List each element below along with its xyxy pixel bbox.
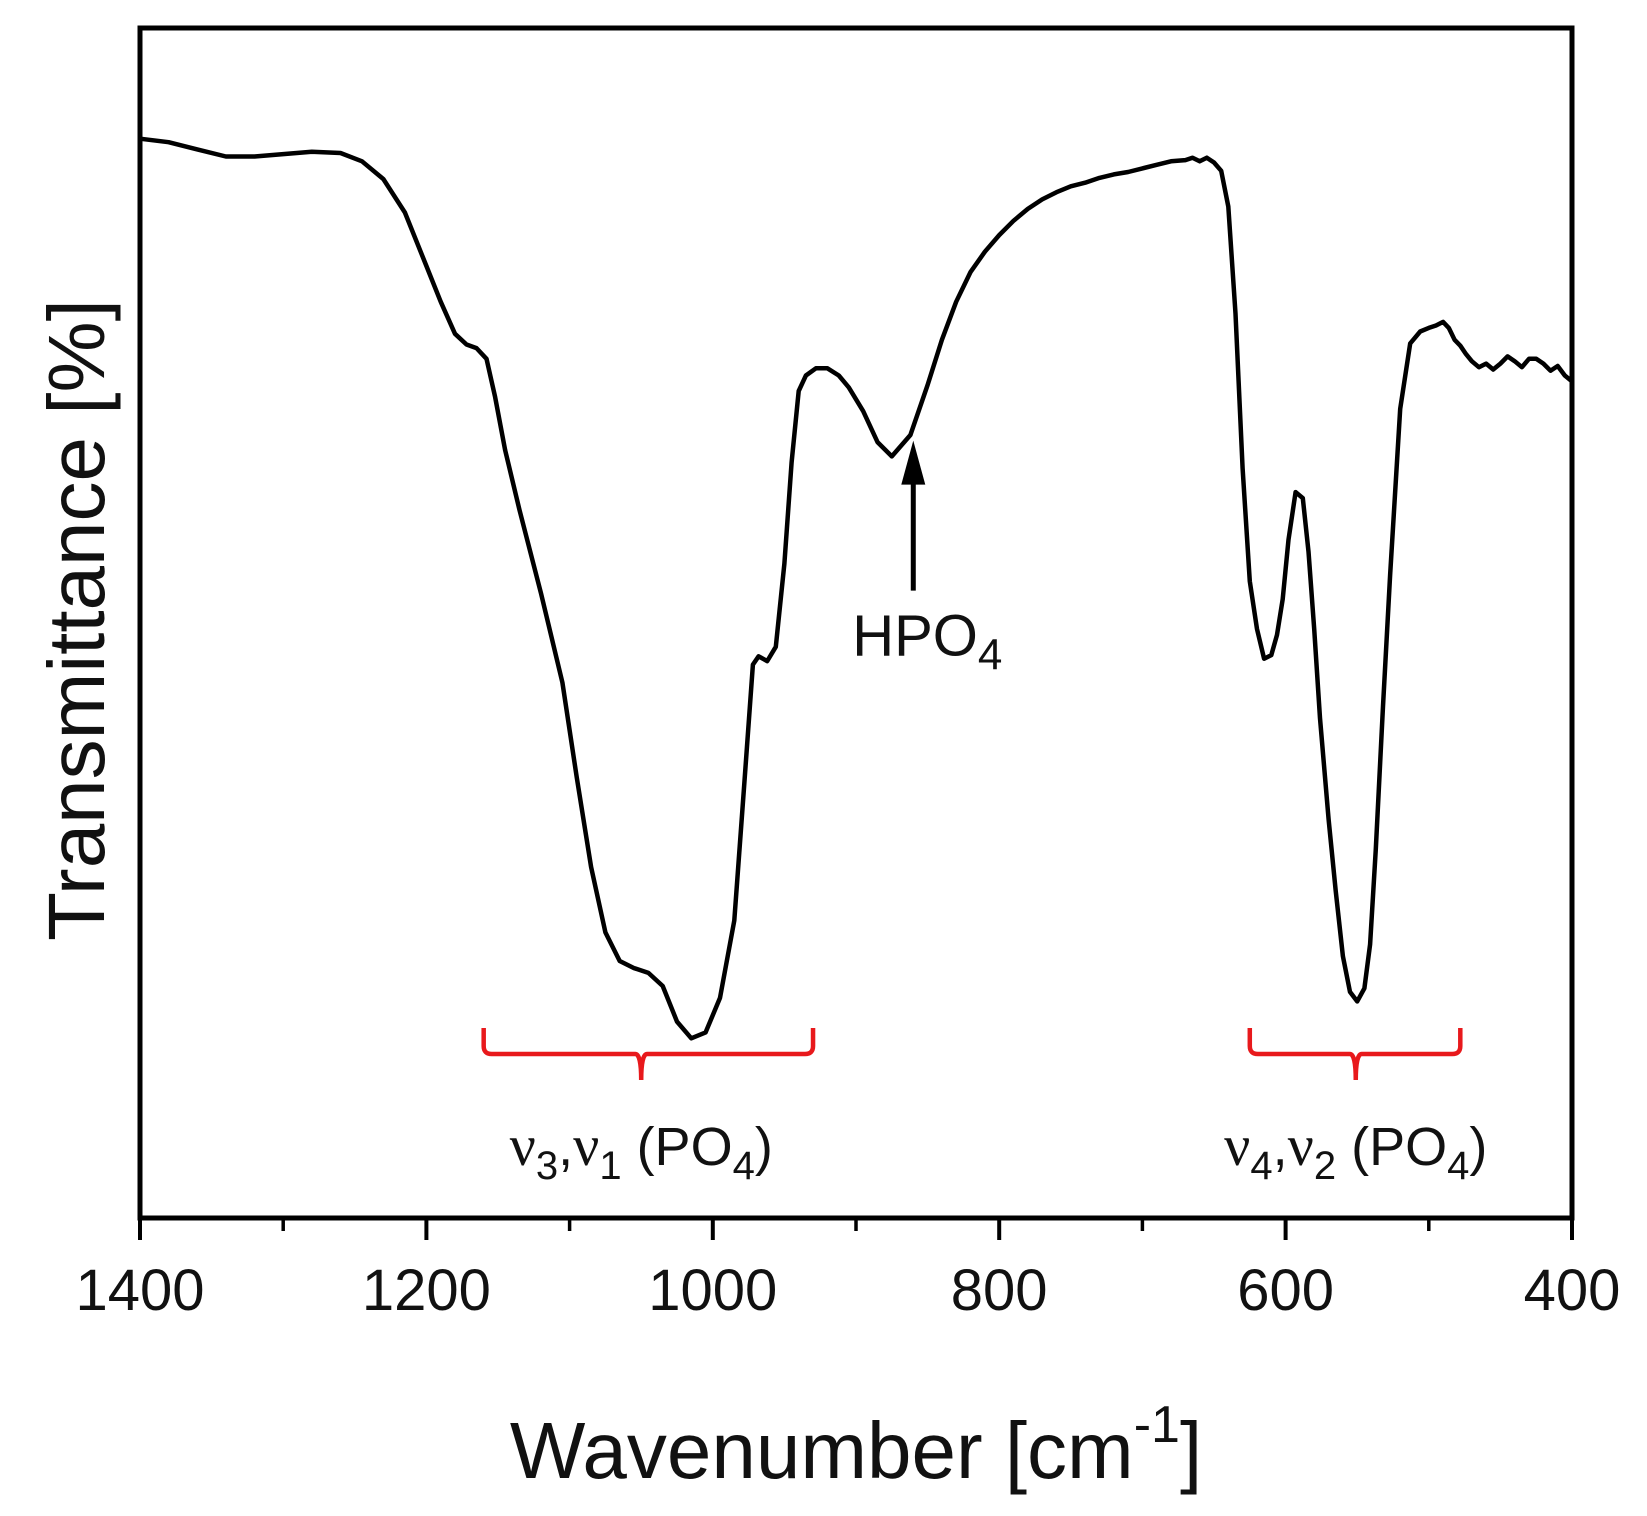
hpo4-annotation: HPO4 — [852, 440, 1002, 680]
hpo4-label: HPO4 — [852, 604, 1002, 680]
x-axis-title: Wavenumber [cm-1] — [510, 1396, 1202, 1495]
po4-subscript: 4 — [733, 1144, 755, 1188]
v3v1-label: ν3,ν1 (PO4) — [510, 1113, 773, 1188]
x-axis-unit-suffix: ] — [1180, 1406, 1202, 1495]
x-tick-label: 400 — [1524, 1258, 1621, 1323]
spectrum-line — [137, 136, 1575, 1041]
nu1-symbol: ν — [573, 1113, 599, 1178]
v3v1-bracket — [481, 1028, 816, 1081]
x-tick-label: 600 — [1237, 1258, 1334, 1323]
x-axis-title-space — [983, 1406, 1005, 1495]
nu3-subscript: 3 — [536, 1144, 558, 1188]
nu1-subscript: 1 — [599, 1144, 621, 1188]
x-tick-label: 1400 — [75, 1258, 204, 1323]
nu4-symbol: ν — [1224, 1113, 1250, 1178]
x-tick-label: 1200 — [362, 1258, 491, 1323]
po4-group-open: (PO — [1336, 1117, 1447, 1177]
x-axis-ticks: 1400 1200 1000 800 600 400 — [75, 1218, 1620, 1323]
x-tick-label: 800 — [951, 1258, 1048, 1323]
po4-group-close: ) — [1469, 1117, 1487, 1177]
nu4-subscript: 4 — [1250, 1144, 1272, 1188]
v4v2-bracket — [1247, 1028, 1463, 1081]
po4-group-open: (PO — [622, 1117, 733, 1177]
v3v1-annotation: ν3,ν1 (PO4) — [481, 1028, 816, 1188]
x-axis-unit-prefix: [cm — [1005, 1406, 1134, 1495]
y-axis-title: Transmittance [%] — [32, 299, 121, 941]
hpo4-text: HPO — [852, 604, 978, 669]
nu-separator: , — [558, 1117, 573, 1177]
hpo4-arrow-head — [901, 440, 926, 485]
x-axis-title-main: Wavenumber — [510, 1406, 983, 1495]
v4v2-label: ν4,ν2 (PO4) — [1224, 1113, 1487, 1188]
po4-group-close: ) — [755, 1117, 773, 1177]
hpo4-subscript: 4 — [978, 631, 1002, 680]
nu-separator: , — [1273, 1117, 1288, 1177]
po4-subscript: 4 — [1447, 1144, 1469, 1188]
x-tick-label: 1000 — [648, 1258, 777, 1323]
nu2-symbol: ν — [1288, 1113, 1314, 1178]
v4v2-annotation: ν4,ν2 (PO4) — [1224, 1028, 1487, 1188]
nu2-subscript: 2 — [1314, 1144, 1336, 1188]
x-axis-unit-exponent: -1 — [1134, 1396, 1180, 1454]
nu3-symbol: ν — [510, 1113, 536, 1178]
